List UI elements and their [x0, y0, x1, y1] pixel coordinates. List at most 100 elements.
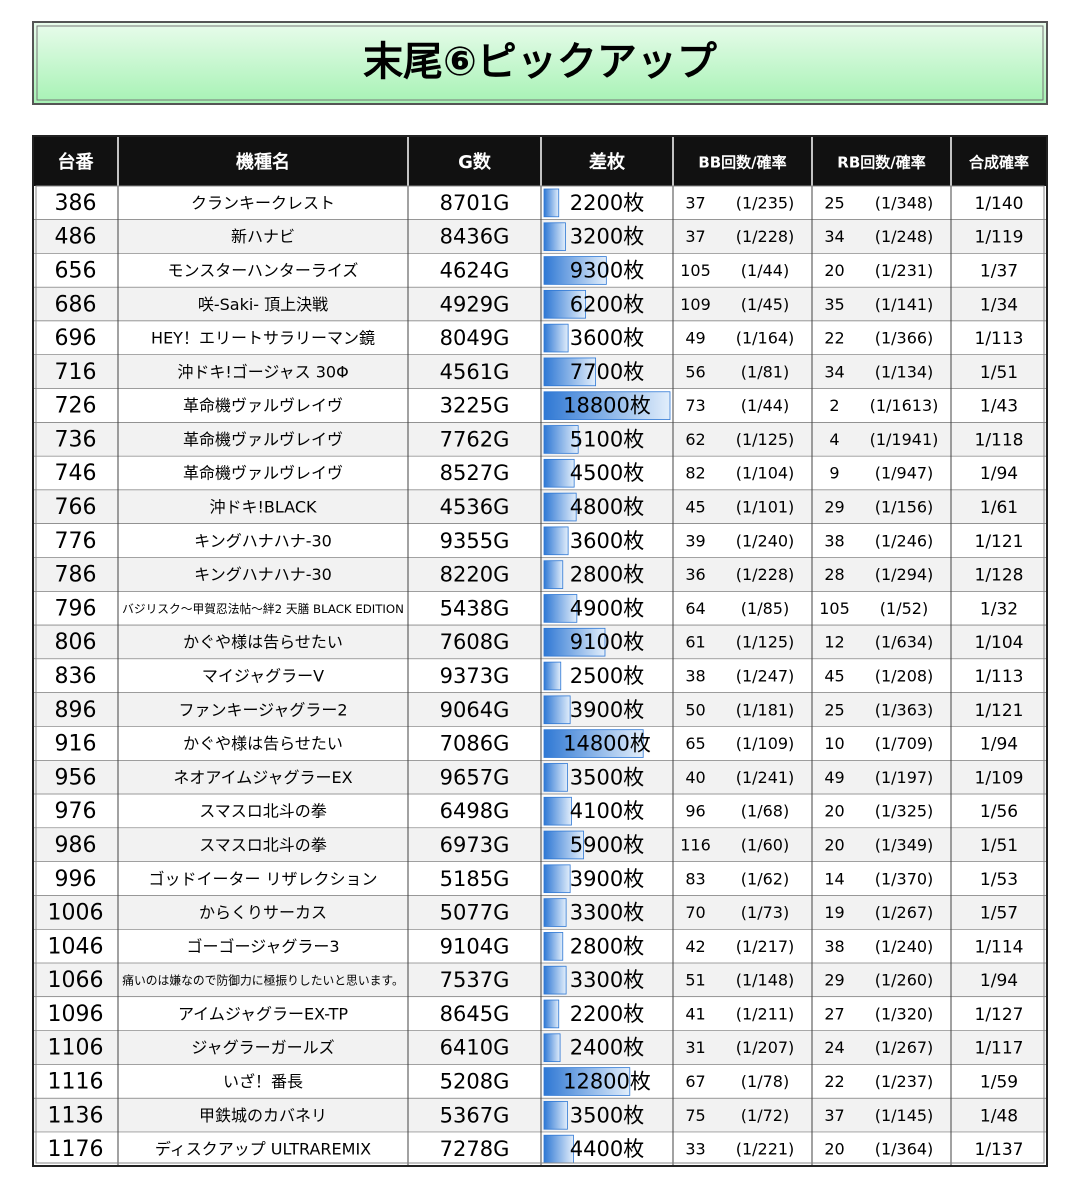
- machine-name: キングハナハナ-30: [194, 531, 332, 550]
- game-count: 7608G: [440, 630, 510, 654]
- title-inner-border: [36, 25, 1044, 101]
- bb-count: 45: [685, 498, 705, 517]
- machine-name: HEY！エリートサラリーマン鏡: [151, 329, 375, 348]
- combined-rate: 1/53: [980, 870, 1018, 890]
- machine-name: 革命機ヴァルヴレイヴ: [183, 396, 343, 415]
- machine-name: ゴッドイーター リザレクション: [148, 869, 377, 888]
- machine-number: 1116: [48, 1070, 104, 1095]
- rb-count: 38: [824, 937, 844, 956]
- machine-number: 726: [55, 394, 97, 419]
- machine-number: 1096: [48, 1002, 104, 1027]
- machine-number: 806: [55, 630, 97, 655]
- combined-rate: 1/113: [975, 329, 1024, 349]
- machine-name: かぐや様は告らせたい: [183, 734, 343, 753]
- bb-count: 49: [685, 329, 705, 348]
- game-count: 8701G: [440, 191, 510, 215]
- rb-rate: (1/52): [880, 599, 928, 618]
- coin-difference: 18800枚: [563, 394, 651, 418]
- diff-bar: [543, 323, 569, 353]
- game-count: 4929G: [440, 292, 510, 316]
- machine-number: 836: [55, 664, 97, 689]
- rb-count: 38: [824, 531, 844, 550]
- row-bg: [33, 186, 1047, 220]
- diff-bar: [543, 256, 607, 285]
- bb-count: 36: [685, 565, 705, 584]
- coin-difference: 4100枚: [570, 799, 644, 823]
- machine-name: キングハナハナ-30: [194, 565, 332, 584]
- diff-bar: [543, 729, 644, 758]
- combined-rate: 1/109: [975, 768, 1024, 788]
- diff-bar: [543, 763, 568, 792]
- row-bg: [33, 794, 1047, 829]
- coin-difference: 14800枚: [563, 732, 651, 756]
- coin-difference: 3300枚: [570, 901, 644, 925]
- diff-bar: [543, 458, 575, 488]
- row-bg: [33, 1064, 1047, 1099]
- machine-name: マイジャグラーV: [202, 667, 324, 686]
- game-count: 6498G: [440, 799, 510, 823]
- game-count: 7086G: [440, 732, 510, 756]
- bb-rate: (1/44): [741, 396, 789, 415]
- rb-count: 28: [824, 565, 844, 584]
- game-count: 5367G: [440, 1103, 510, 1127]
- combined-rate: 1/57: [980, 904, 1018, 924]
- game-count: 3225G: [440, 394, 510, 418]
- rb-rate: (1/634): [875, 633, 934, 652]
- rb-count: 45: [824, 667, 844, 686]
- combined-rate: 1/94: [980, 735, 1018, 755]
- rb-count: 29: [824, 971, 844, 990]
- machine-number: 386: [55, 191, 97, 216]
- machine-number: 916: [55, 732, 97, 757]
- row-bg: [33, 861, 1047, 896]
- table-border: [32, 135, 1048, 1167]
- game-count: 4561G: [440, 360, 510, 384]
- row-bg: [33, 692, 1047, 727]
- combined-rate: 1/94: [980, 971, 1018, 991]
- machine-number: 996: [55, 867, 97, 892]
- game-count: 8049G: [440, 326, 510, 350]
- machine-number: 1066: [48, 968, 104, 993]
- column-header: 台番: [58, 151, 95, 173]
- diff-bar: [543, 965, 567, 995]
- rb-rate: (1/141): [875, 295, 934, 314]
- coin-difference: 12800枚: [563, 1070, 651, 1094]
- combined-rate: 1/113: [975, 667, 1024, 687]
- row-bg: [33, 625, 1047, 660]
- coin-difference: 9100枚: [570, 630, 644, 654]
- rb-rate: (1/145): [875, 1106, 934, 1125]
- machine-name: 沖ドキ!ゴージャス 30Φ: [177, 362, 348, 381]
- bb-rate: (1/109): [736, 734, 795, 753]
- header-bg: [33, 136, 1047, 186]
- rb-count: 14: [824, 869, 844, 888]
- rb-rate: (1/325): [875, 802, 934, 821]
- coin-difference: 3500枚: [570, 1103, 644, 1127]
- row-bg: [33, 253, 1047, 288]
- game-count: 9104G: [440, 934, 510, 958]
- combined-rate: 1/128: [975, 566, 1024, 586]
- rb-count: 105: [819, 599, 850, 618]
- diff-bar: [543, 999, 560, 1029]
- machine-name: スマスロ北斗の拳: [199, 802, 327, 821]
- bb-rate: (1/207): [736, 1038, 795, 1057]
- column-header: BB回数/確率: [698, 154, 786, 172]
- row-bg: [33, 456, 1047, 491]
- rb-rate: (1/231): [875, 261, 934, 280]
- machine-number: 986: [55, 833, 97, 858]
- combined-rate: 1/48: [980, 1106, 1018, 1126]
- rb-rate: (1/364): [875, 1140, 934, 1159]
- rb-count: 22: [824, 329, 844, 348]
- bb-rate: (1/228): [736, 565, 795, 584]
- diff-bar: [543, 695, 571, 725]
- row-bg: [33, 760, 1047, 795]
- machine-number: 1046: [48, 934, 104, 959]
- machine-name: モンスターハンターライズ: [168, 261, 359, 280]
- bb-rate: (1/125): [736, 633, 795, 652]
- diff-bar: [543, 391, 671, 420]
- bb-count: 75: [685, 1106, 705, 1125]
- game-count: 4624G: [440, 258, 510, 282]
- row-bg: [33, 726, 1047, 761]
- rb-rate: (1/197): [875, 768, 934, 787]
- rb-rate: (1/294): [875, 565, 934, 584]
